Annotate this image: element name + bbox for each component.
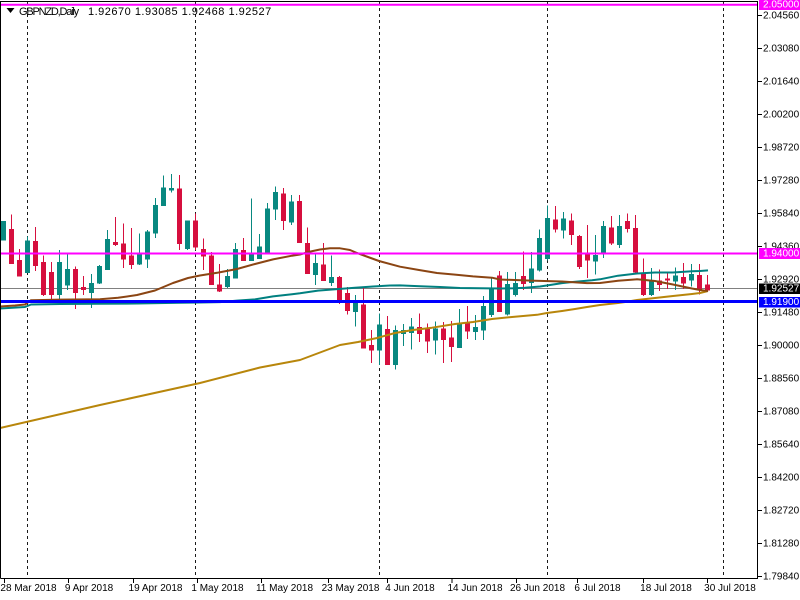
svg-text:11 May 2018: 11 May 2018	[256, 583, 314, 594]
svg-text:2.04560: 2.04560	[763, 11, 800, 22]
svg-text:30 Jul 2018: 30 Jul 2018	[704, 583, 756, 594]
svg-text:1.90000: 1.90000	[763, 341, 800, 352]
svg-text:2.01640: 2.01640	[763, 77, 800, 88]
svg-text:1.87080: 1.87080	[763, 407, 800, 418]
svg-text:23 May 2018: 23 May 2018	[322, 583, 380, 594]
svg-text:9 Apr 2018: 9 Apr 2018	[65, 583, 114, 594]
svg-text:1.91480: 1.91480	[763, 308, 800, 319]
svg-text:1.85640: 1.85640	[763, 440, 800, 451]
svg-text:6 Jul 2018: 6 Jul 2018	[574, 583, 621, 594]
svg-text:14 Jun 2018: 14 Jun 2018	[447, 583, 502, 594]
svg-text:1.92920: 1.92920	[763, 275, 800, 286]
svg-text:1.97280: 1.97280	[763, 176, 800, 187]
svg-text:1.92670 1.93085 1.92468 1.9252: 1.92670 1.93085 1.92468 1.92527	[88, 6, 272, 18]
svg-text:1.94360: 1.94360	[763, 242, 800, 253]
svg-text:1 May 2018: 1 May 2018	[191, 583, 244, 594]
svg-text:28 Mar 2018: 28 Mar 2018	[0, 583, 57, 594]
svg-text:2.05000: 2.05000	[763, 0, 800, 11]
svg-text:19 Apr 2018: 19 Apr 2018	[129, 583, 183, 594]
svg-text:1.82720: 1.82720	[763, 506, 800, 517]
svg-text:1.81280: 1.81280	[763, 539, 800, 550]
svg-text:1.92527: 1.92527	[763, 284, 800, 295]
svg-text:1.84200: 1.84200	[763, 473, 800, 484]
svg-text:1.98720: 1.98720	[763, 143, 800, 154]
svg-text:26 Jun 2018: 26 Jun 2018	[510, 583, 565, 594]
svg-text:GBPNZD,Daily: GBPNZD,Daily	[19, 6, 80, 18]
svg-text:4 Jun 2018: 4 Jun 2018	[385, 583, 435, 594]
svg-text:1.79840: 1.79840	[763, 572, 800, 583]
svg-text:2.03080: 2.03080	[763, 44, 800, 55]
svg-text:18 Jul 2018: 18 Jul 2018	[640, 583, 692, 594]
svg-text:1.95840: 1.95840	[763, 209, 800, 220]
svg-text:1.91900: 1.91900	[763, 297, 800, 308]
svg-text:2.00200: 2.00200	[763, 110, 800, 121]
svg-text:1.88560: 1.88560	[763, 374, 800, 385]
svg-text:1.94000: 1.94000	[763, 249, 800, 260]
